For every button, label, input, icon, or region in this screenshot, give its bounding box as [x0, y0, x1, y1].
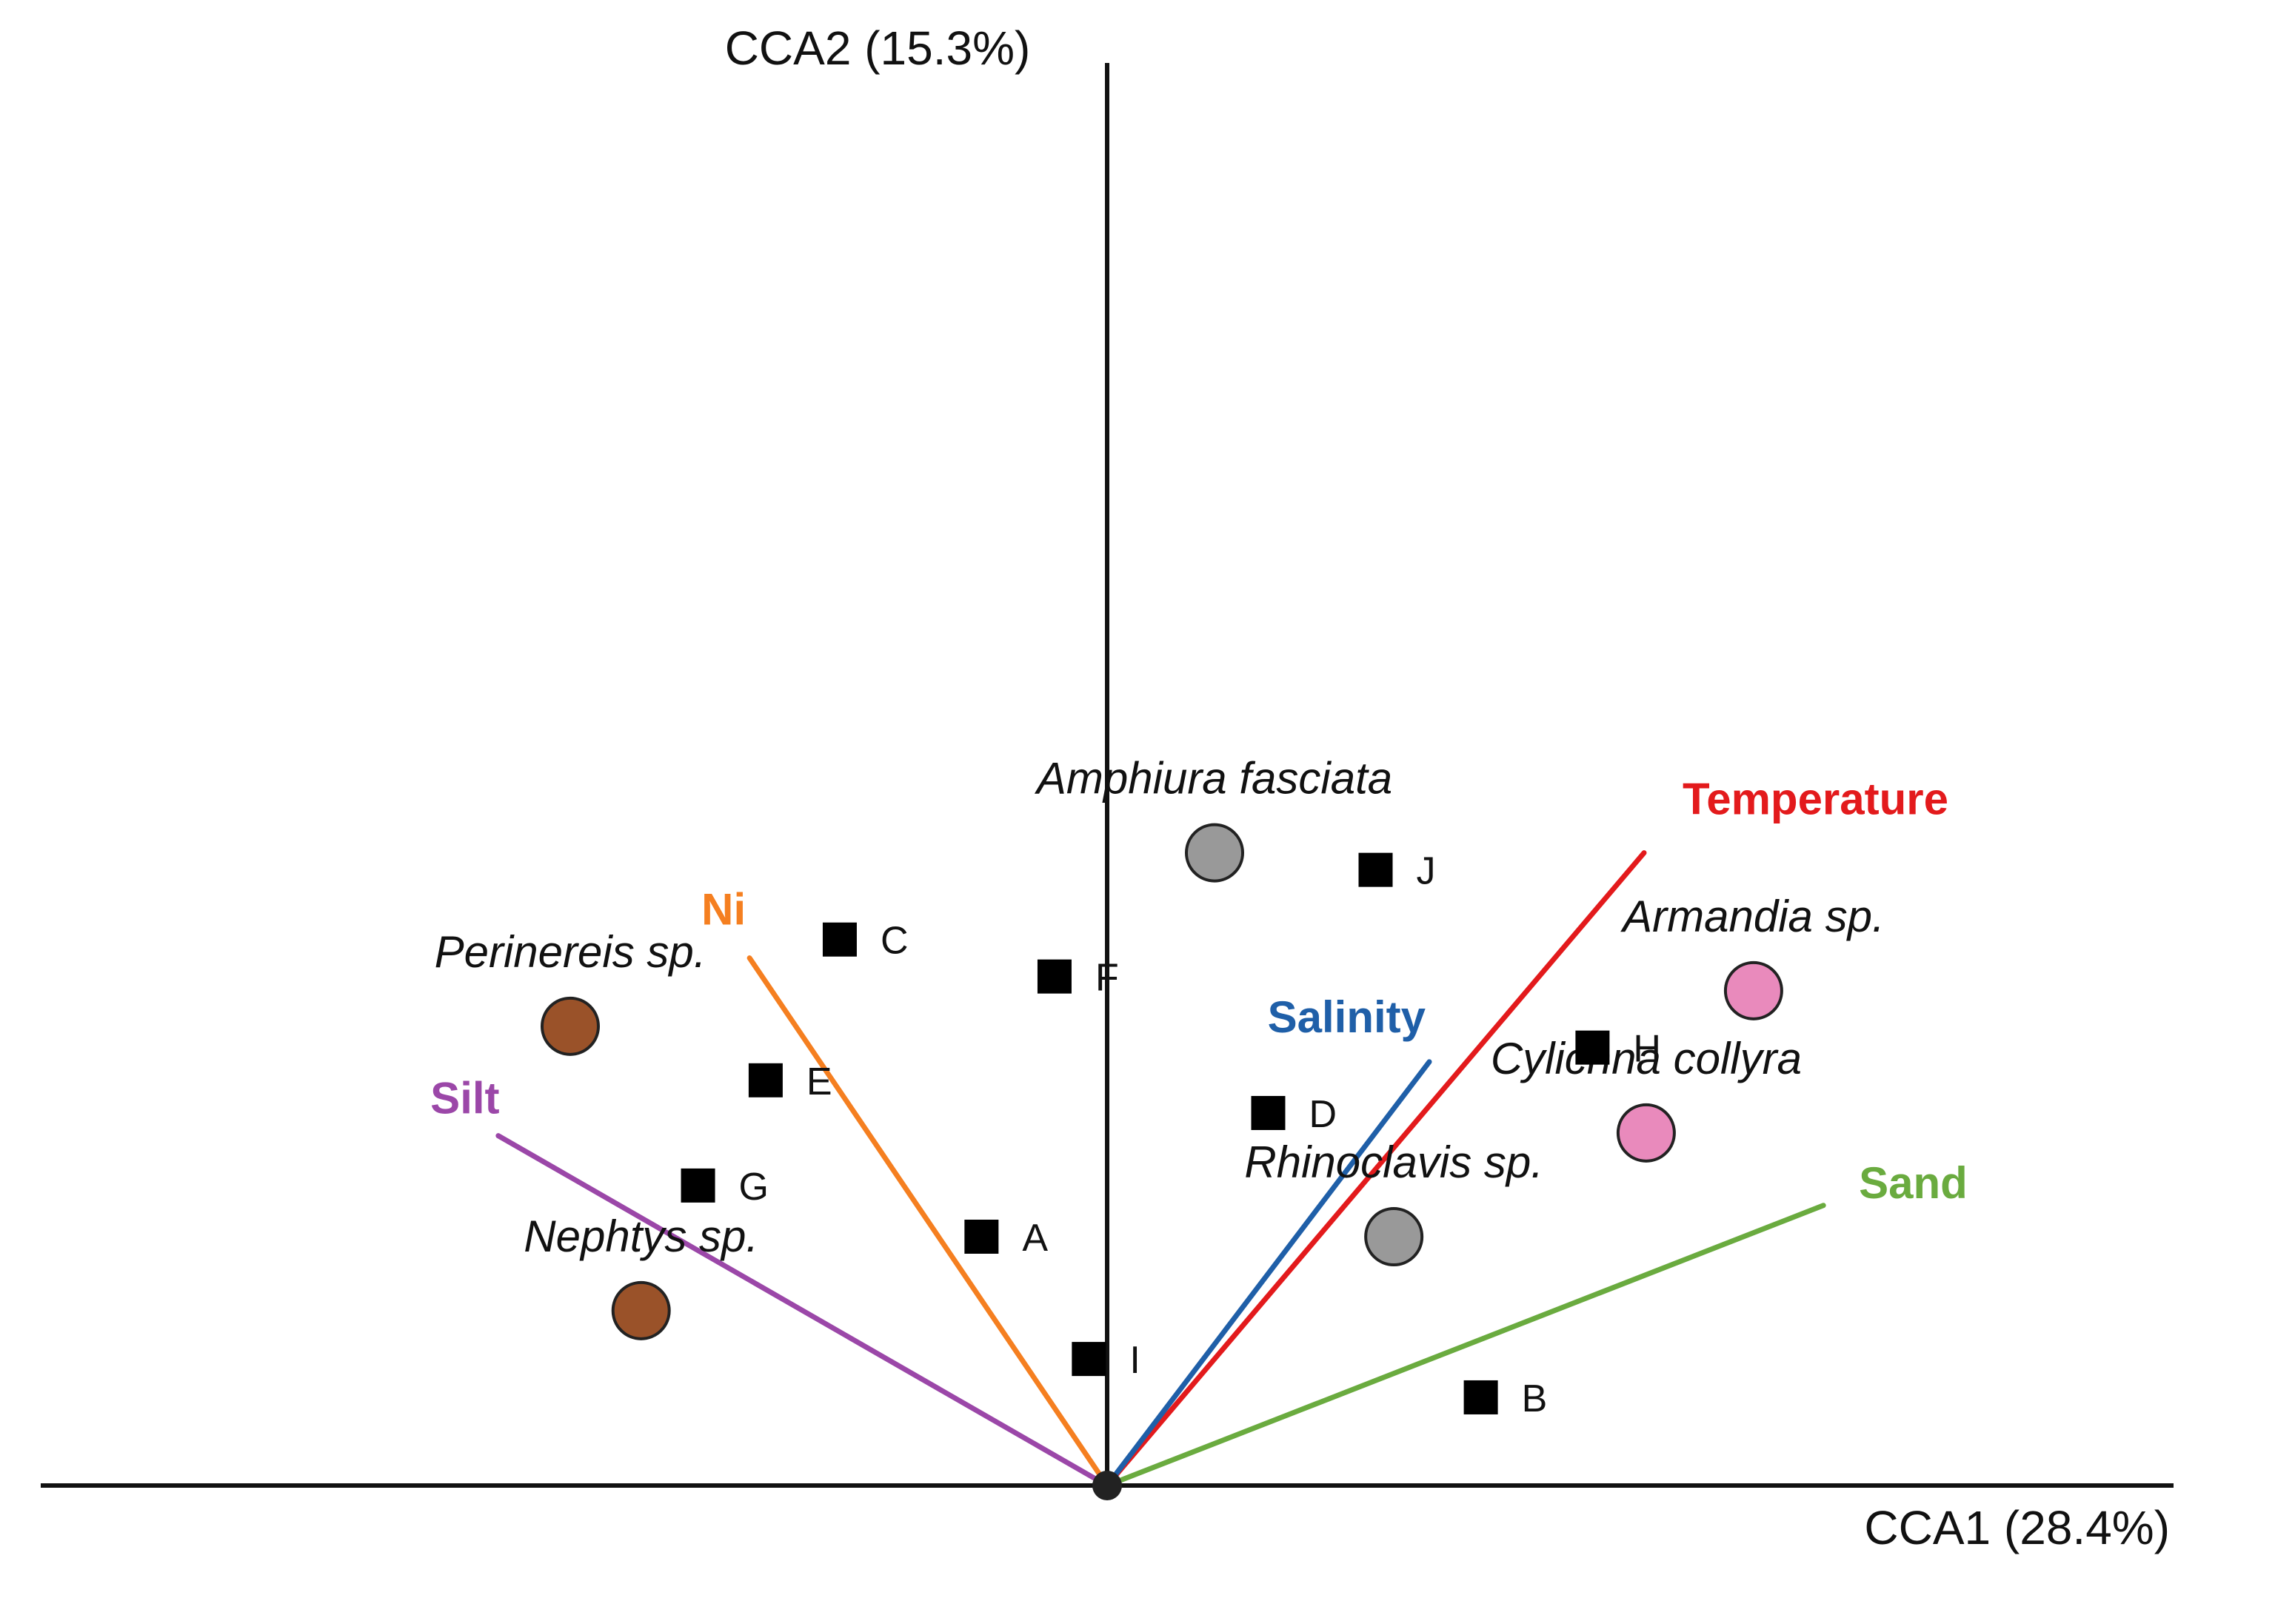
site-label-f: F — [1095, 957, 1119, 1000]
vector-label-sand: Sand — [1859, 1158, 1968, 1208]
site-point-a — [964, 1220, 999, 1254]
site-label-d: D — [1309, 1093, 1337, 1136]
species-point-armandia-sp — [1723, 960, 1783, 1020]
site-point-g — [681, 1168, 715, 1203]
site-label-i: I — [1129, 1339, 1140, 1382]
site-points: A B C D E F G H I J — [681, 850, 1661, 1420]
y-axis-label: CCA2 (15.3%) — [725, 21, 1031, 75]
x-axis-label: CCA1 (28.4%) — [1864, 1501, 2170, 1554]
vector-silt — [495, 1133, 1110, 1488]
vector-ni — [746, 955, 1110, 1488]
vector-label-salinity: Salinity — [1268, 992, 1426, 1042]
site-point-c — [822, 922, 857, 957]
site-point-h — [1575, 1030, 1610, 1065]
site-label-a: A — [1022, 1217, 1048, 1260]
species-point-amphiura-fasciata — [1185, 823, 1244, 883]
vector-sand — [1104, 1203, 1826, 1488]
species-points: Amphiura fasciata Armandia sp. Cylichna co… — [435, 754, 1885, 1340]
site-point-i — [1072, 1342, 1106, 1377]
species-label-amphiura-fasciata: Amphiura fasciata — [1035, 754, 1392, 803]
species-point-cylichna-collyra — [1616, 1103, 1676, 1163]
origin-dot — [1092, 1471, 1122, 1500]
environmental-vectors: Temperature Salinity Sand Ni Silt — [430, 775, 1968, 1500]
species-label-rhinoclavis-sp: Rhinoclavis sp. — [1244, 1137, 1543, 1187]
species-label-cylichna-collyra: Cylichna collyra — [1491, 1034, 1802, 1083]
species-label-nephtys-sp: Nephtys sp. — [524, 1212, 758, 1261]
vector-temperature — [1104, 850, 1647, 1488]
site-point-f — [1037, 959, 1072, 994]
site-label-b: B — [1522, 1377, 1548, 1420]
site-label-j: J — [1417, 850, 1436, 893]
vector-label-ni: Ni — [701, 885, 746, 935]
species-label-perinereis-sp: Perinereis sp. — [435, 927, 706, 977]
site-point-j — [1358, 852, 1393, 887]
site-point-b — [1463, 1380, 1498, 1414]
site-point-d — [1251, 1095, 1286, 1130]
site-label-h: H — [1633, 1028, 1661, 1071]
species-label-armandia-sp: Armandia sp. — [1620, 892, 1885, 941]
species-point-perinereis-sp — [541, 996, 600, 1056]
species-point-nephtys-sp — [611, 1280, 671, 1340]
species-point-rhinoclavis-sp — [1364, 1207, 1424, 1266]
site-label-c: C — [881, 920, 909, 963]
site-label-e: E — [806, 1060, 832, 1103]
vector-label-temperature: Temperature — [1683, 775, 1948, 824]
vector-salinity — [1104, 1059, 1432, 1488]
site-point-e — [748, 1063, 783, 1097]
site-label-g: G — [739, 1166, 769, 1209]
vector-label-silt: Silt — [430, 1074, 499, 1123]
